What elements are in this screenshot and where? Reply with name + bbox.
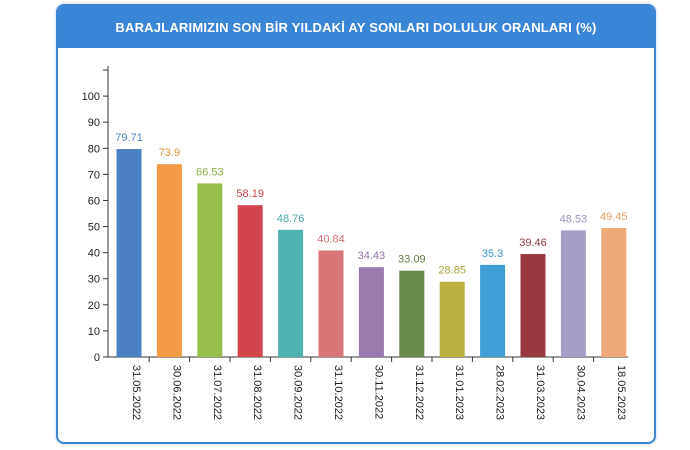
bar-value-label: 28.85: [438, 265, 466, 277]
y-tick-label: 20: [88, 300, 100, 312]
bar-value-label: 39.46: [519, 237, 547, 249]
bar: [560, 230, 586, 357]
bar-value-label: 33.09: [398, 254, 426, 266]
y-tick-label: 10: [88, 326, 100, 338]
x-tick-label: 31.08.2022: [251, 365, 263, 420]
x-tick-label: 31.07.2022: [211, 365, 223, 420]
x-tick-label: 31.10.2022: [332, 365, 344, 420]
bar-value-label: 79.71: [115, 132, 143, 144]
y-tick-label: 100: [82, 91, 100, 103]
bar: [197, 183, 223, 357]
chart-card: BARAJLARIMIZIN SON BİR YILDAKİ AY SONLAR…: [56, 4, 656, 444]
bar: [358, 267, 384, 357]
x-tick-label: 30.04.2023: [574, 365, 586, 420]
bar: [237, 205, 263, 357]
y-tick-label: 70: [88, 169, 100, 181]
y-tick-label: 0: [94, 352, 100, 364]
bar: [318, 250, 344, 357]
y-tick-label: 90: [88, 117, 100, 129]
bar: [156, 164, 182, 357]
x-tick-label: 30.11.2022: [372, 365, 384, 419]
bar-value-label: 66.53: [196, 166, 224, 178]
bar: [480, 264, 506, 357]
y-tick-label: 80: [88, 143, 100, 155]
bar-value-label: 49.45: [600, 211, 628, 223]
x-tick-label: 28.02.2023: [494, 365, 506, 420]
bar-value-label: 58.19: [236, 188, 264, 200]
bar: [601, 227, 627, 357]
bar-value-label: 73.9: [159, 147, 180, 159]
bar-value-label: 48.53: [560, 213, 588, 225]
x-tick-label: 30.06.2022: [170, 365, 182, 420]
bar-value-label: 40.84: [317, 233, 345, 245]
x-tick-label: 31.12.2022: [413, 365, 425, 420]
bar-chart: 0 10 20 30 40 50 60 70 80 90 100 79.71 31.05.2022 73.…: [82, 66, 628, 420]
y-tick-label: 50: [88, 222, 100, 234]
bar: [520, 254, 546, 357]
x-tick-label: 31.05.2022: [130, 365, 142, 420]
x-tick-label: 31.03.2023: [534, 365, 546, 420]
y-tick-label: 60: [88, 195, 100, 207]
bar: [399, 270, 425, 357]
x-tick-label: 30.09.2022: [292, 365, 304, 420]
bar-value-label: 35.3: [482, 248, 503, 260]
bar-value-label: 48.76: [277, 213, 305, 225]
bar: [439, 281, 465, 357]
chart-header: BARAJLARIMIZIN SON BİR YILDAKİ AY SONLAR…: [58, 6, 654, 48]
bar: [116, 149, 142, 357]
bar: [278, 229, 304, 357]
x-tick-label: 31.01.2023: [453, 365, 465, 420]
x-tick-label: 18.05.2023: [615, 365, 627, 420]
chart-title: BARAJLARIMIZIN SON BİR YILDAKİ AY SONLAR…: [115, 19, 597, 35]
y-tick-label: 30: [88, 274, 100, 286]
bar-value-label: 34.43: [358, 250, 386, 262]
y-tick-label: 40: [88, 248, 100, 260]
